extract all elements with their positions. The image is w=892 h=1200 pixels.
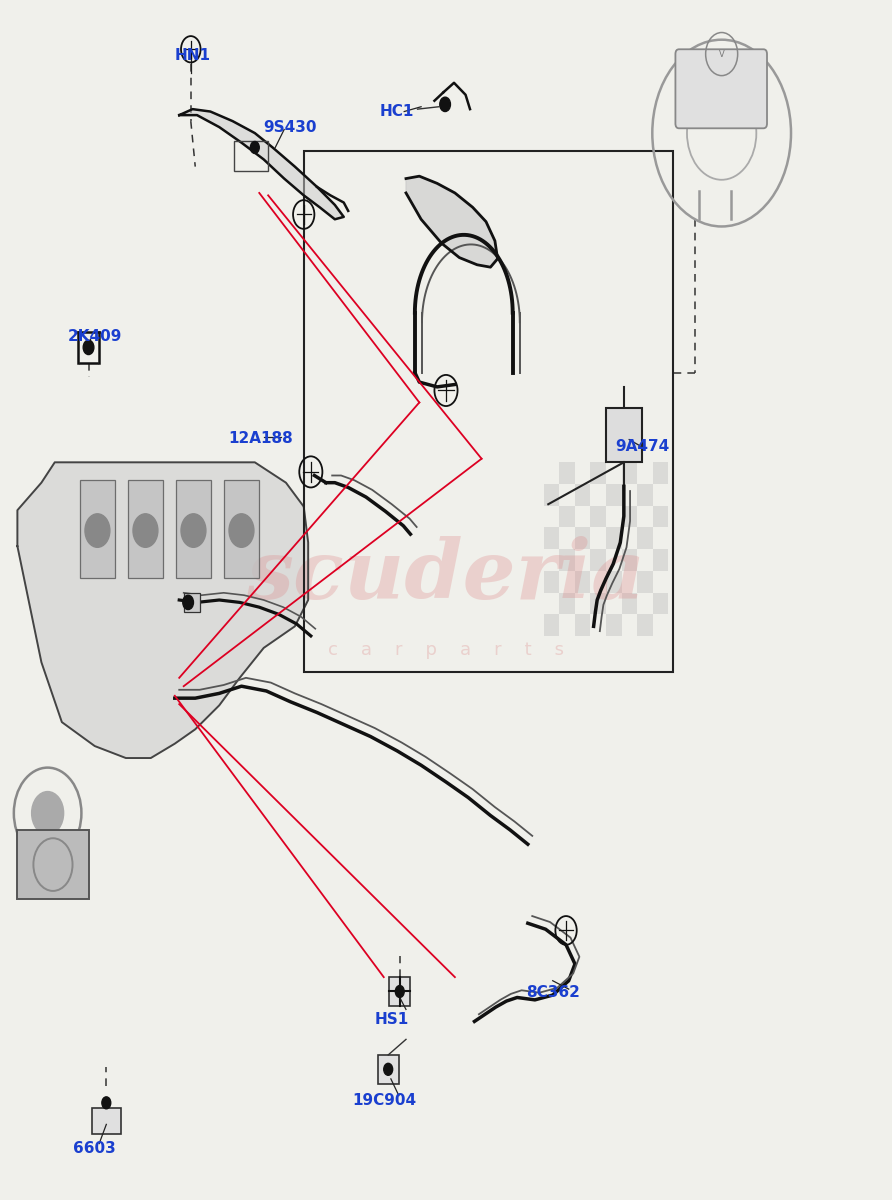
Bar (653, 593, 668, 614)
Bar (575, 614, 591, 636)
Circle shape (102, 1097, 111, 1109)
Bar (606, 528, 622, 550)
Polygon shape (406, 176, 498, 268)
Circle shape (384, 1063, 392, 1075)
Bar (575, 484, 591, 505)
Bar (637, 571, 653, 593)
Bar (176, 480, 211, 578)
Bar (303, 151, 673, 672)
Bar (591, 505, 606, 528)
Circle shape (181, 514, 206, 547)
Circle shape (395, 985, 404, 997)
Text: scuderia: scuderia (246, 536, 646, 616)
Circle shape (31, 792, 63, 835)
Circle shape (83, 341, 94, 354)
Bar (575, 571, 591, 593)
Bar (544, 614, 559, 636)
Polygon shape (179, 109, 343, 220)
Circle shape (133, 514, 158, 547)
Circle shape (440, 97, 450, 112)
Bar (591, 593, 606, 614)
Text: c    a    r    p    a    r    t    s: c a r p a r t s (328, 641, 564, 659)
Bar (653, 550, 668, 571)
Text: 9S430: 9S430 (264, 120, 318, 134)
Bar (224, 480, 260, 578)
Bar (622, 550, 637, 571)
Text: HN1: HN1 (175, 48, 211, 62)
Text: 19C904: 19C904 (352, 1093, 417, 1108)
Text: 12A188: 12A188 (228, 431, 293, 446)
Text: 2K409: 2K409 (68, 329, 122, 344)
Text: HS1: HS1 (375, 1012, 409, 1026)
Bar (591, 550, 606, 571)
Bar (128, 480, 163, 578)
Bar (622, 505, 637, 528)
Bar (637, 484, 653, 505)
Bar (544, 571, 559, 593)
Bar (606, 614, 622, 636)
Circle shape (251, 142, 260, 154)
Bar (544, 528, 559, 550)
Bar (606, 571, 622, 593)
Bar (591, 462, 606, 484)
Circle shape (183, 595, 194, 610)
Circle shape (85, 514, 110, 547)
Bar (184, 593, 200, 612)
Bar (79, 480, 115, 578)
Polygon shape (18, 462, 308, 758)
FancyBboxPatch shape (675, 49, 767, 128)
Bar (559, 593, 575, 614)
Bar (653, 462, 668, 484)
Circle shape (229, 514, 254, 547)
Bar (389, 977, 410, 1006)
Bar (92, 1108, 120, 1134)
Bar (18, 830, 88, 899)
Bar (377, 1055, 399, 1084)
Text: 9A474: 9A474 (615, 439, 669, 455)
Bar (622, 462, 637, 484)
Bar (559, 505, 575, 528)
Bar (235, 142, 268, 172)
Bar (575, 528, 591, 550)
Text: HC1: HC1 (379, 104, 414, 119)
Text: 8C362: 8C362 (526, 985, 580, 1000)
Bar (606, 408, 641, 462)
Text: V: V (719, 49, 724, 59)
Bar (637, 528, 653, 550)
Bar (653, 505, 668, 528)
Bar (606, 484, 622, 505)
Bar (559, 550, 575, 571)
Text: 6603: 6603 (72, 1141, 115, 1156)
Bar (622, 593, 637, 614)
Bar (544, 484, 559, 505)
Bar (559, 462, 575, 484)
Bar (637, 614, 653, 636)
